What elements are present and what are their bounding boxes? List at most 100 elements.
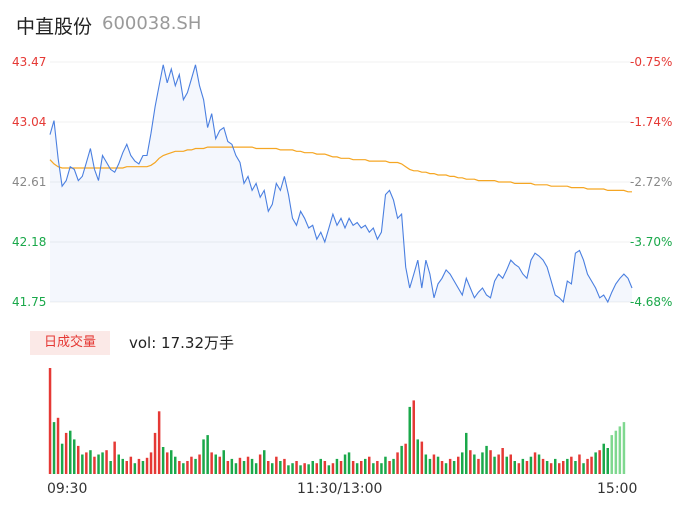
volume-bar — [618, 426, 622, 474]
volume-bar — [327, 465, 331, 474]
volume-bar — [226, 461, 230, 474]
x-tick-open: 09:30 — [47, 481, 88, 497]
volume-bar — [182, 463, 185, 474]
volume-bar — [574, 461, 577, 474]
volume-bar — [246, 456, 250, 474]
volume-bar — [388, 461, 391, 474]
volume-bar — [242, 461, 246, 474]
volume-bar — [56, 417, 60, 474]
volume-bar — [590, 456, 593, 474]
volume-bar — [153, 432, 157, 474]
y-right-tick: -4.68% — [630, 295, 673, 309]
volume-bar — [343, 454, 347, 474]
volume-bar — [52, 422, 56, 474]
volume-bar — [602, 443, 605, 474]
volume-bar — [404, 443, 407, 474]
volume-bar — [436, 456, 440, 474]
volume-bar — [250, 458, 254, 474]
volume-bar — [174, 456, 177, 474]
price-area — [50, 64, 632, 302]
volume-bar — [161, 447, 165, 474]
volume-bar — [170, 450, 173, 474]
volume-bar — [271, 463, 274, 474]
stock-code: 600038.SH — [102, 13, 202, 34]
volume-bar — [105, 450, 108, 474]
volume-bar — [198, 454, 201, 474]
volume-bar — [525, 461, 529, 474]
volume-bar — [133, 463, 137, 474]
volume-bar — [287, 465, 290, 474]
volume-bar — [529, 456, 533, 474]
volume-bar — [376, 461, 379, 474]
volume-bar — [428, 458, 432, 474]
volume-bar — [509, 454, 512, 474]
volume-bar — [432, 454, 436, 474]
volume-bar — [513, 461, 516, 474]
volume-bar — [267, 461, 270, 474]
volume-bar — [549, 463, 553, 474]
volume-bar — [582, 463, 585, 474]
volume-bar — [145, 457, 149, 474]
volume-bar — [481, 452, 484, 474]
volume-bar — [505, 456, 508, 474]
volume-tag: 日成交量 — [30, 331, 110, 355]
volume-bar — [125, 461, 128, 474]
volume-bar — [89, 450, 92, 474]
volume-bar — [622, 422, 626, 474]
y-right-tick: -1.74% — [630, 115, 673, 129]
volume-bar — [420, 441, 424, 474]
volume-bar — [238, 457, 242, 474]
volume-bar — [258, 454, 262, 474]
volume-bar — [307, 464, 310, 474]
volume-bar — [291, 463, 294, 474]
y-left-tick: 42.18 — [12, 235, 47, 249]
y-right-tick: -2.72% — [630, 175, 673, 189]
volume-bar — [157, 411, 161, 474]
volume-bar — [60, 443, 64, 474]
volume-bar — [457, 456, 460, 474]
volume-bar — [360, 461, 363, 474]
volume-bar — [392, 458, 395, 474]
volume-bar — [214, 454, 217, 474]
y-right-tick: -3.70% — [630, 235, 673, 249]
volume-bar — [424, 454, 428, 474]
volume-bar — [368, 456, 371, 474]
volume-bar — [347, 452, 351, 474]
volume-bar — [594, 452, 597, 474]
volume-bar — [73, 439, 76, 474]
volume-bar — [331, 463, 335, 474]
volume-bar — [489, 450, 492, 474]
volume-bar — [558, 463, 561, 474]
volume-bar — [477, 458, 480, 474]
volume-bar — [339, 461, 343, 474]
volume-bar — [206, 435, 209, 474]
volume-bar — [566, 458, 569, 474]
volume-bar — [295, 461, 298, 474]
volume-bar — [469, 450, 472, 474]
volume-bar — [64, 432, 68, 474]
volume-bar — [444, 463, 448, 474]
volume-bar — [586, 458, 589, 474]
volume-bar — [218, 456, 221, 474]
volume-bar — [606, 448, 609, 474]
volume-bar — [149, 452, 153, 474]
volume-bar — [562, 461, 565, 474]
volume-bar — [554, 458, 557, 474]
volume-bar — [351, 461, 355, 474]
volume-bar — [384, 456, 387, 474]
volume-bar — [416, 439, 419, 474]
volume-bar — [210, 452, 213, 474]
volume-bar — [497, 454, 500, 474]
y-left-tick: 41.75 — [12, 295, 47, 309]
volume-bar — [537, 454, 541, 474]
volume-bar — [610, 435, 613, 474]
volume-bar — [166, 452, 169, 474]
volume-bar — [448, 458, 452, 474]
volume-bar — [186, 461, 189, 474]
volume-bar — [121, 458, 124, 474]
volume-bar — [493, 456, 496, 474]
volume-bar — [109, 461, 112, 474]
volume-bar — [202, 439, 205, 474]
volume-bar — [113, 441, 116, 474]
